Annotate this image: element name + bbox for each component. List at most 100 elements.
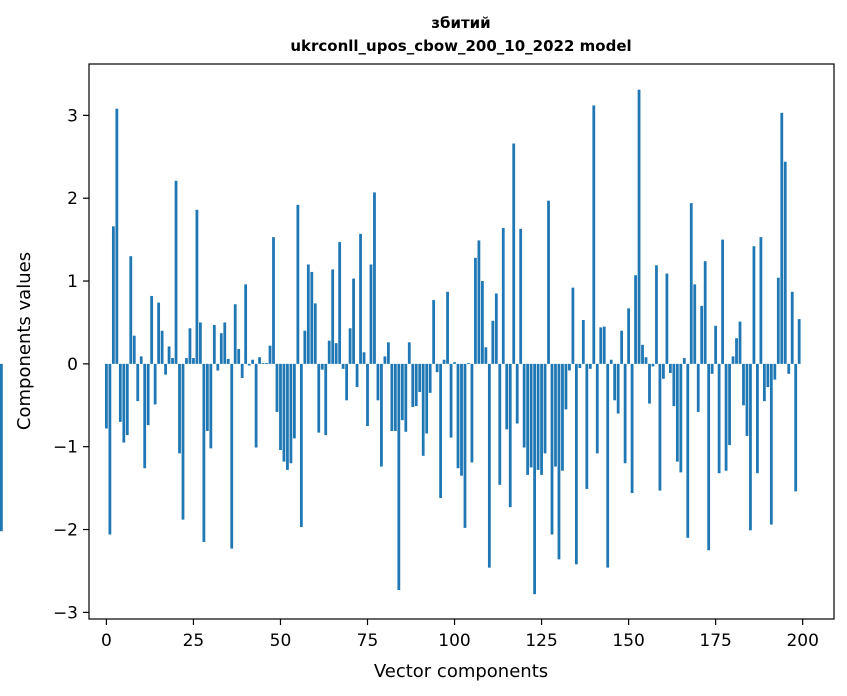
bar bbox=[613, 363, 617, 401]
bar bbox=[0, 363, 3, 532]
bar bbox=[693, 284, 697, 364]
bar bbox=[616, 363, 620, 414]
bar bbox=[467, 363, 470, 364]
bar bbox=[505, 363, 509, 430]
bar bbox=[414, 363, 418, 407]
bar bbox=[171, 358, 174, 364]
bar bbox=[738, 321, 742, 364]
bar bbox=[460, 363, 463, 476]
bar bbox=[442, 359, 446, 364]
bar bbox=[655, 265, 658, 364]
bar bbox=[536, 363, 540, 470]
bar bbox=[648, 363, 651, 404]
bar bbox=[714, 325, 718, 364]
bar bbox=[400, 363, 404, 421]
bar bbox=[150, 295, 154, 364]
bar bbox=[345, 363, 349, 401]
bar bbox=[547, 200, 550, 364]
bar bbox=[421, 363, 425, 456]
bar bbox=[289, 363, 293, 464]
bar bbox=[794, 363, 798, 492]
bar bbox=[585, 363, 589, 489]
bar bbox=[508, 363, 512, 508]
bar bbox=[136, 363, 140, 402]
bar bbox=[703, 261, 707, 364]
bar bbox=[233, 304, 237, 364]
bar bbox=[756, 363, 759, 474]
bar bbox=[338, 242, 342, 364]
bar bbox=[296, 204, 300, 364]
bar bbox=[223, 322, 227, 364]
bar bbox=[393, 363, 397, 431]
chart-title-line1: збитий bbox=[431, 14, 490, 32]
bar bbox=[707, 363, 711, 551]
x-tick-label: 200 bbox=[786, 631, 818, 651]
bar bbox=[769, 363, 773, 525]
bar bbox=[230, 363, 234, 549]
bar bbox=[717, 363, 721, 474]
bar bbox=[745, 363, 749, 436]
bar bbox=[634, 275, 637, 364]
bar bbox=[153, 363, 157, 405]
bar bbox=[679, 363, 683, 473]
bar bbox=[724, 363, 728, 471]
bar bbox=[254, 363, 258, 448]
bar bbox=[160, 330, 164, 364]
bar bbox=[627, 308, 630, 364]
bar bbox=[602, 326, 606, 364]
bar bbox=[581, 319, 585, 364]
bar bbox=[411, 363, 415, 407]
bar bbox=[735, 338, 738, 364]
bar bbox=[108, 363, 112, 535]
bar bbox=[728, 363, 731, 446]
bar bbox=[620, 330, 624, 364]
bar bbox=[592, 105, 596, 364]
bar bbox=[571, 287, 575, 364]
bar bbox=[700, 305, 704, 364]
y-tick-label: −1 bbox=[53, 438, 78, 458]
bar bbox=[181, 363, 185, 520]
bar bbox=[428, 363, 432, 393]
bar bbox=[251, 359, 255, 364]
bar bbox=[376, 363, 380, 401]
bar bbox=[306, 264, 310, 364]
bar bbox=[275, 363, 279, 412]
bar bbox=[623, 363, 627, 464]
bar bbox=[494, 293, 498, 364]
bar bbox=[348, 328, 352, 364]
bar bbox=[752, 246, 756, 364]
bar bbox=[662, 363, 665, 379]
bar bbox=[710, 363, 714, 374]
y-tick-label: −3 bbox=[53, 603, 78, 623]
x-axis-label: Vector components bbox=[374, 661, 548, 682]
bar bbox=[588, 363, 592, 369]
bar bbox=[453, 362, 456, 364]
bar bbox=[139, 356, 143, 364]
bar bbox=[731, 356, 735, 364]
bar bbox=[668, 363, 672, 373]
bar bbox=[474, 257, 477, 364]
bar bbox=[362, 352, 366, 364]
bar bbox=[237, 348, 241, 364]
bar bbox=[244, 284, 248, 364]
bar bbox=[487, 363, 491, 568]
bar bbox=[216, 363, 220, 371]
bar bbox=[776, 277, 780, 364]
bar bbox=[310, 271, 314, 364]
plot-frame bbox=[88, 63, 835, 620]
bar bbox=[435, 363, 439, 373]
bar bbox=[226, 358, 230, 364]
bar bbox=[787, 363, 791, 374]
bar bbox=[355, 363, 359, 388]
bar bbox=[543, 363, 547, 454]
bar bbox=[111, 226, 115, 364]
bar bbox=[568, 363, 571, 371]
bar bbox=[327, 340, 331, 364]
bar bbox=[105, 363, 108, 429]
x-tick-label: 175 bbox=[699, 631, 731, 651]
bar bbox=[199, 322, 202, 364]
x-axis-ticks: 0 25 50 75 100 125 150 175 200 bbox=[101, 619, 819, 651]
bar bbox=[766, 363, 770, 388]
bar bbox=[299, 363, 303, 528]
